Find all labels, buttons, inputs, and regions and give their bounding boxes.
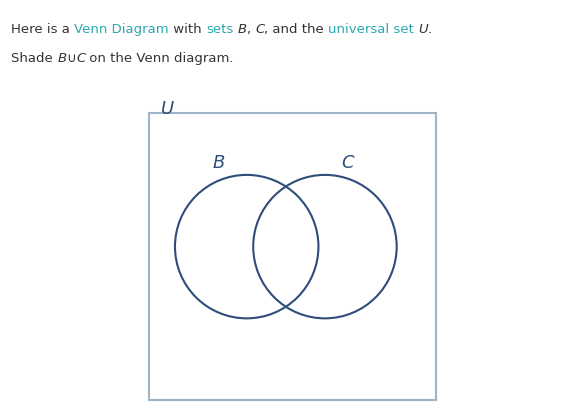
Text: Shade: Shade	[11, 52, 57, 65]
Text: C: C	[255, 23, 264, 36]
Text: Venn Diagram: Venn Diagram	[75, 23, 169, 36]
Text: ,: ,	[247, 23, 255, 36]
Text: , and the: , and the	[264, 23, 328, 36]
Text: sets: sets	[206, 23, 233, 36]
Text: B: B	[57, 52, 66, 65]
Text: .: .	[428, 23, 432, 36]
Text: $\mathit{C}$: $\mathit{C}$	[341, 155, 355, 173]
Text: C: C	[76, 52, 85, 65]
Text: U: U	[418, 23, 428, 36]
Text: universal set: universal set	[328, 23, 414, 36]
Text: Here is a: Here is a	[11, 23, 75, 36]
Text: ∪: ∪	[66, 52, 76, 65]
Text: $\mathit{U}$: $\mathit{U}$	[160, 100, 175, 118]
Text: on the Venn diagram.: on the Venn diagram.	[85, 52, 234, 65]
Text: $\mathit{B}$: $\mathit{B}$	[212, 155, 226, 173]
Bar	[149, 113, 436, 400]
Text: with: with	[169, 23, 206, 36]
Text: B: B	[238, 23, 247, 36]
